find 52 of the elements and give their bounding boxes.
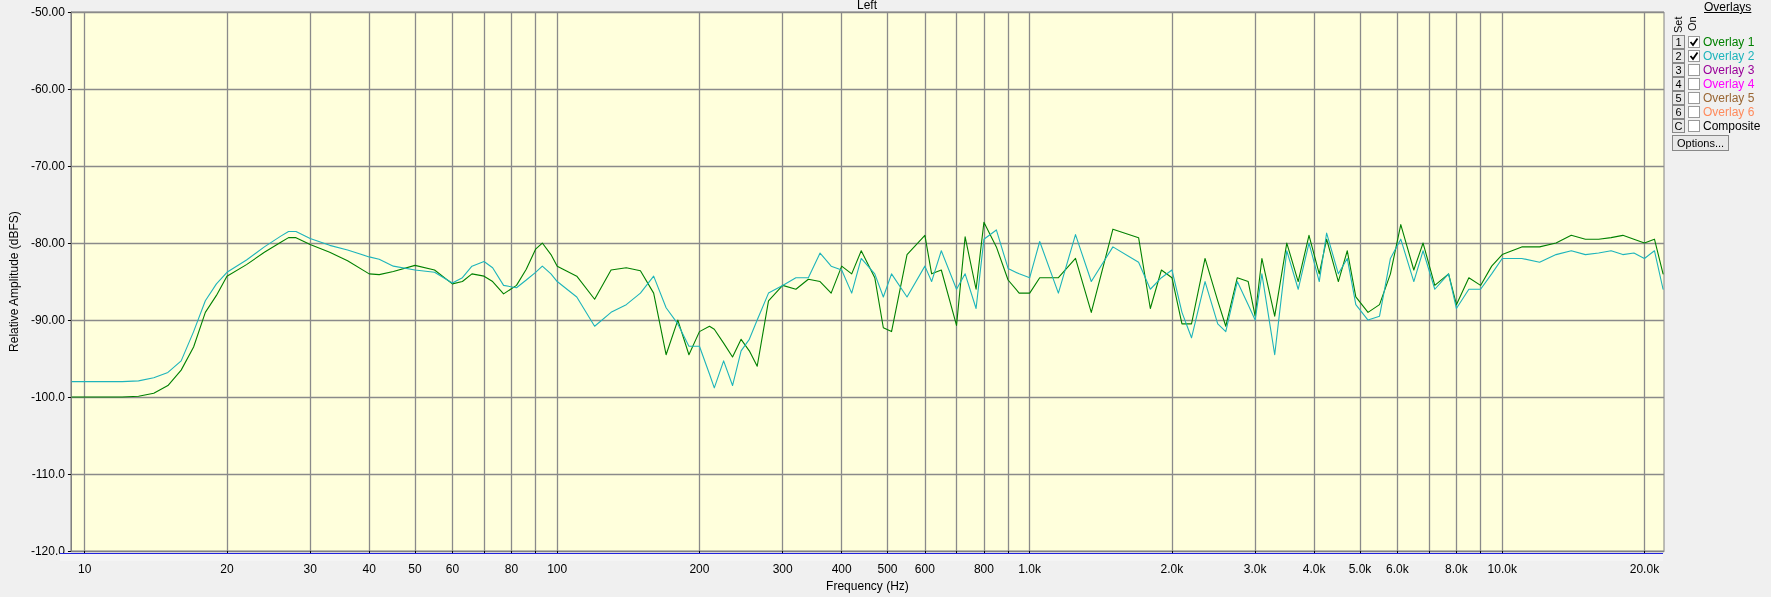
x-tick-label: 50 — [408, 562, 422, 577]
x-tick-label: 40 — [362, 562, 377, 577]
text: 1 — [1672, 35, 1685, 49]
x-tick-label: 8.0k — [1445, 562, 1469, 577]
x-tick-label: 300 — [772, 562, 793, 577]
y-tick-label: -110.0 — [31, 467, 66, 482]
text: Overlay 2 — [1703, 49, 1755, 63]
text: 5 — [1672, 91, 1685, 105]
y-axis-title: Relative Amplitude (dBFS) — [7, 211, 21, 352]
y-tick-label: -80.00 — [30, 236, 66, 251]
x-tick-label: 6.0k — [1386, 562, 1410, 577]
x-tick-label: 100 — [547, 562, 568, 577]
text: 6 — [1672, 105, 1685, 119]
chart-title: Left — [856, 0, 878, 12]
text: Options... — [1672, 135, 1730, 151]
x-tick-label: 4.0k — [1302, 562, 1327, 577]
x-tick-label: 20.0k — [1629, 562, 1661, 577]
x-tick-label: 10.0k — [1487, 562, 1518, 577]
y-tick-label: -100.0 — [30, 390, 66, 405]
x-tick-label: 5.0k — [1348, 562, 1373, 577]
x-tick-label: 10 — [78, 562, 92, 577]
x-tick-label: 400 — [831, 562, 853, 577]
text: On — [1686, 16, 1698, 31]
y-tick-label: -120.0 — [30, 544, 66, 559]
text: 2 — [1672, 49, 1685, 63]
text: Composite — [1703, 119, 1761, 133]
text: Overlay 3 — [1703, 63, 1755, 77]
y-tick-label: -60.00 — [30, 82, 66, 97]
x-tick-label: 60 — [445, 562, 460, 577]
x-tick-label: 800 — [973, 562, 995, 577]
text: C — [1672, 119, 1685, 133]
x-tick-label: 1.0k — [1018, 562, 1043, 577]
text: 4 — [1672, 77, 1685, 91]
text: 3 — [1672, 63, 1685, 77]
y-tick-label: -90.00 — [30, 313, 66, 328]
text: Overlay 5 — [1703, 91, 1755, 105]
x-tick-label: 500 — [877, 562, 898, 577]
x-axis-title: Frequency (Hz) — [826, 579, 909, 593]
x-tick-label: 20 — [220, 562, 234, 577]
text: Overlays — [1704, 0, 1752, 14]
y-tick-label: -70.00 — [30, 159, 66, 174]
text: Overlay 6 — [1703, 105, 1755, 119]
text: Overlay 4 — [1703, 77, 1755, 91]
text: Set — [1672, 16, 1684, 33]
y-tick-label: -50.00 — [30, 5, 66, 19]
x-tick-label: 200 — [689, 562, 710, 577]
x-tick-label: 80 — [504, 562, 519, 577]
x-tick-label: 3.0k — [1243, 562, 1268, 577]
text: Overlay 1 — [1703, 35, 1755, 49]
x-tick-label: 600 — [914, 562, 936, 577]
x-tick-label: 30 — [303, 562, 318, 577]
x-tick-label: 2.0k — [1160, 562, 1185, 577]
